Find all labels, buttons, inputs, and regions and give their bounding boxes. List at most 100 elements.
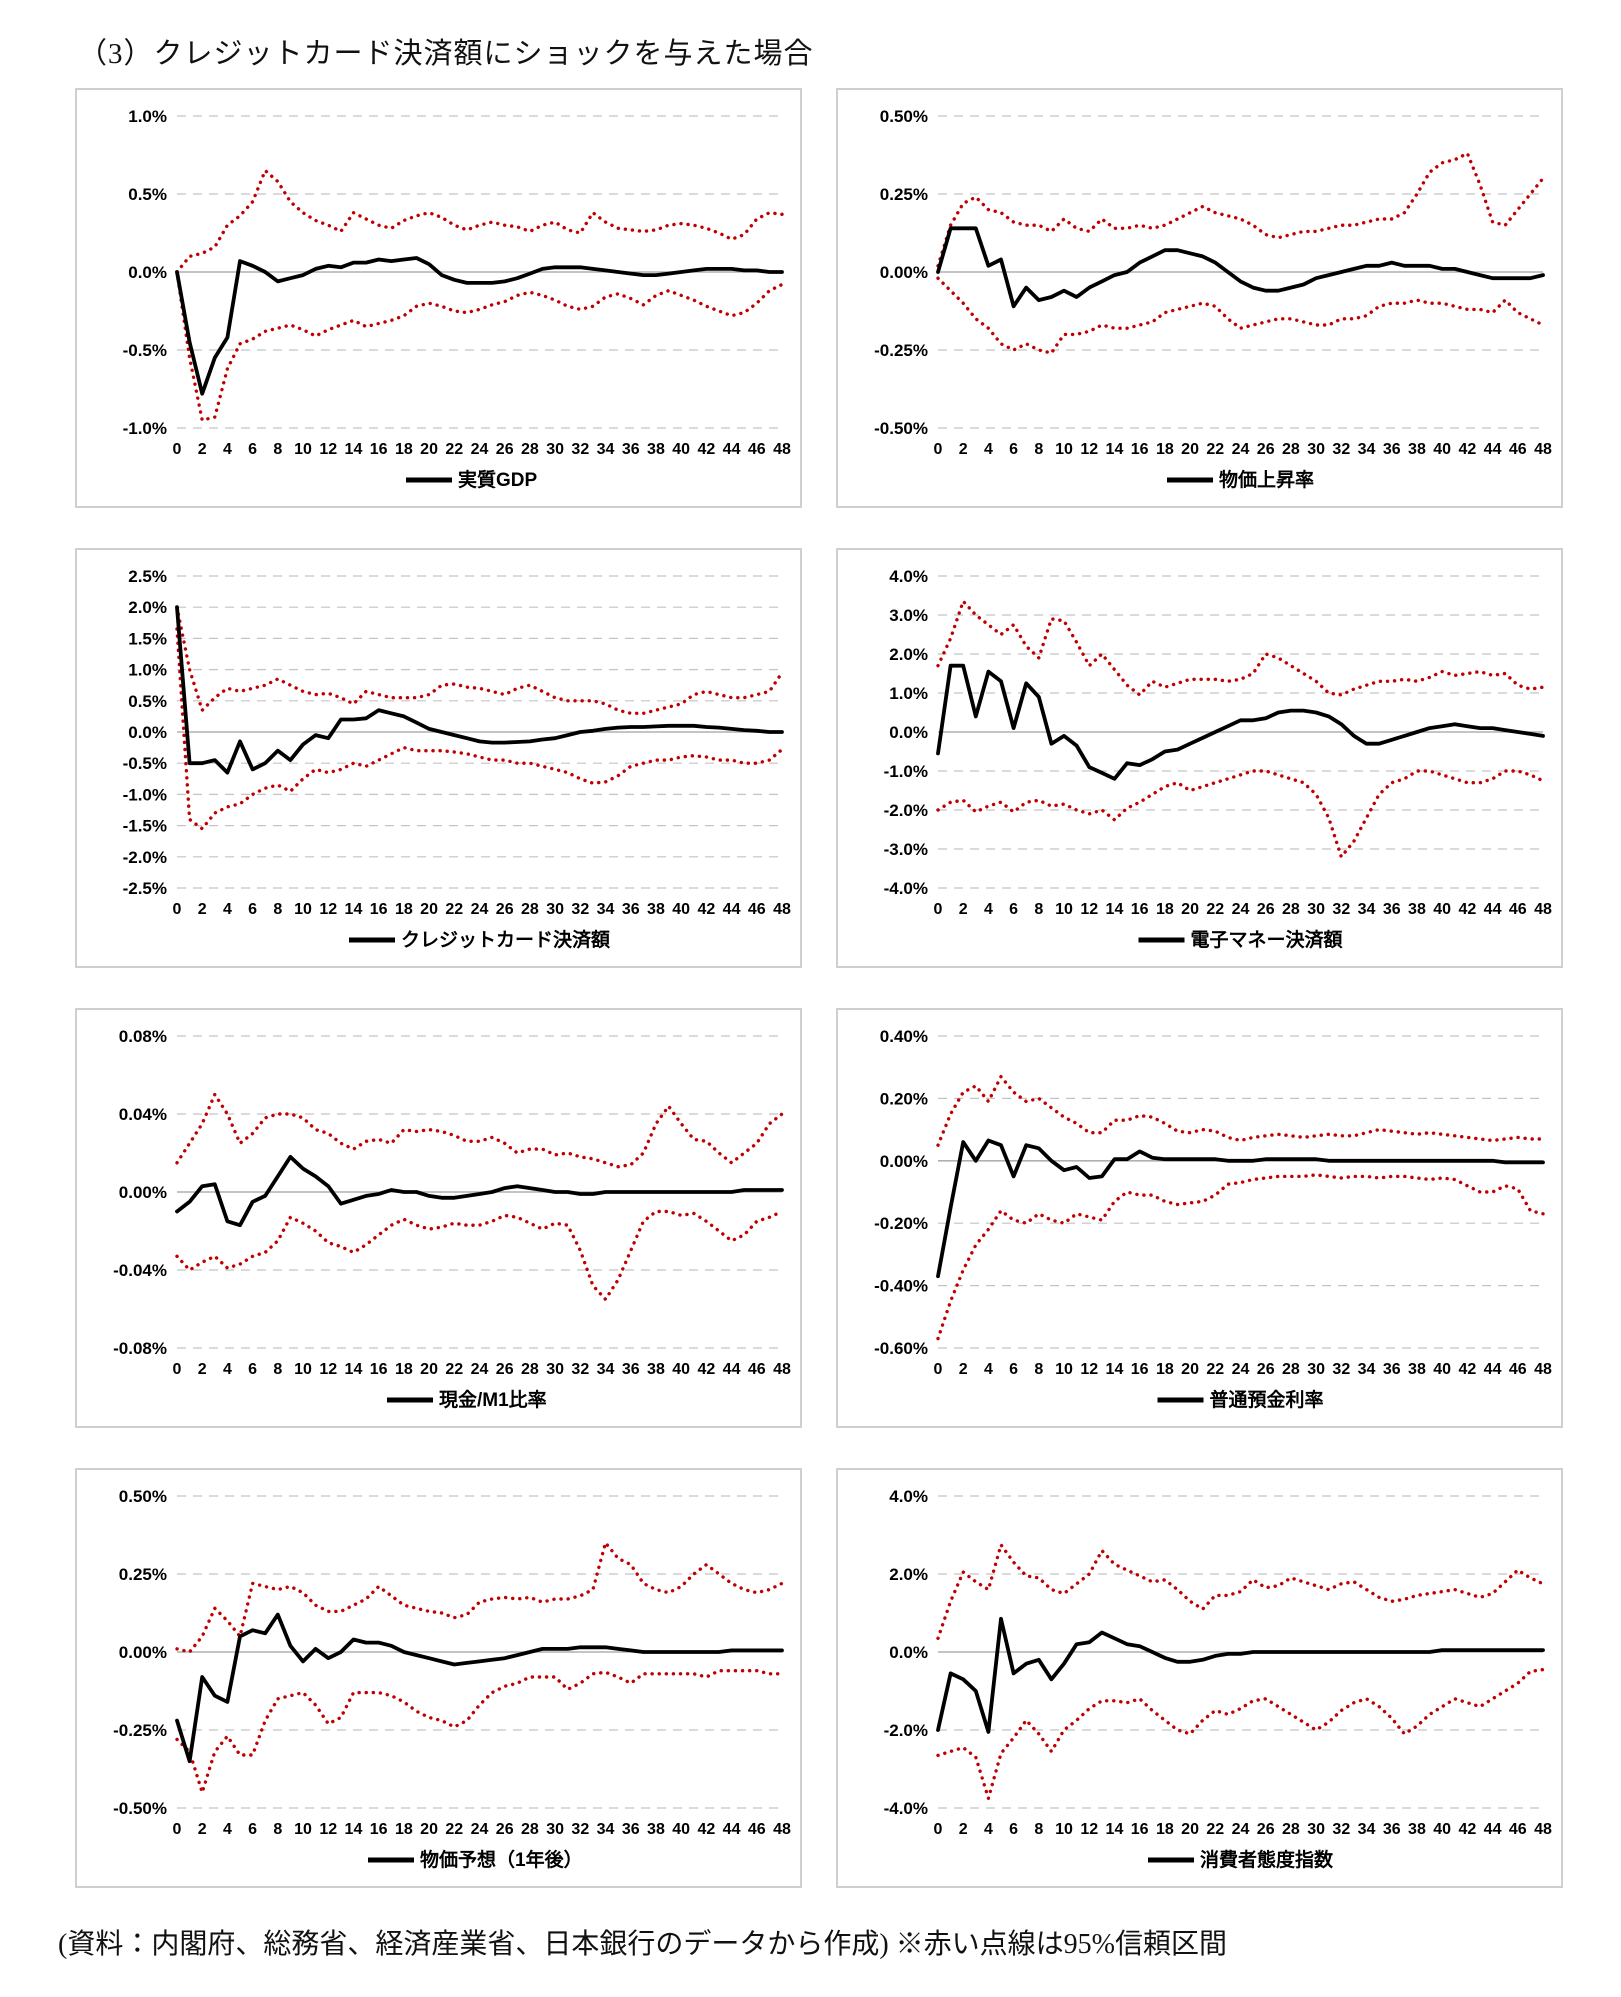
y-tick-label: 4.0%: [889, 567, 928, 586]
source-caption: (資料：内閣府、総務省、経済産業省、日本銀行のデータから作成) ※赤い点線は95…: [58, 1929, 1227, 1960]
x-tick-label: 28: [521, 1361, 539, 1378]
x-axis-labels: 0 2 4 6 8 10 12 14 16 18 20 22 24 26 28 30 32 34 36 38 40 42 4…: [173, 1361, 791, 1378]
x-tick-label: 22: [445, 901, 463, 918]
x-tick-label: 46: [1509, 1821, 1527, 1838]
x-tick-label: 34: [597, 901, 615, 918]
x-tick-label: 48: [1534, 1821, 1552, 1838]
x-tick-label: 0: [934, 1361, 943, 1378]
x-tick-label: 48: [1534, 901, 1552, 918]
x-tick-label: 42: [1458, 901, 1476, 918]
y-tick-label: 0.20%: [880, 1089, 928, 1108]
y-tick-label: -1.0%: [884, 762, 928, 781]
x-tick-label: 48: [773, 1821, 791, 1838]
x-tick-label: 48: [773, 901, 791, 918]
page-title: （3）クレジットカード決済額にショックを与えた場合: [78, 38, 814, 70]
y-tick-label: -4.0%: [884, 879, 928, 898]
x-tick-label: 26: [1257, 441, 1275, 458]
x-axis-labels: 0 2 4 6 8 10 12 14 16 18 20 22 24 26 28 30 32 34 36 38 40 42 4…: [173, 441, 791, 458]
legend-label: 現金/M1比率: [439, 1388, 547, 1411]
e-money-payments-plot: 4.0% 3.0% 2.0% 1.0% 0.0% -1.0% -2.0% -3.0% -4.0%…: [884, 567, 1552, 951]
upper-95ci-line: [175, 1092, 784, 1169]
x-tick-label: 12: [1080, 441, 1098, 458]
x-tick-label: 42: [697, 1821, 715, 1838]
x-tick-label: 10: [294, 441, 312, 458]
x-tick-label: 30: [546, 1821, 564, 1838]
y-axis-labels: 4.0% 3.0% 2.0% 1.0% 0.0% -1.0% -2.0% -3.0% -4.0%: [884, 567, 1543, 898]
x-tick-label: 44: [1484, 1361, 1502, 1378]
x-axis-labels: 0 2 4 6 8 10 12 14 16 18 20 22 24 26 28 30 32 34 36 38 40 42 4…: [173, 901, 791, 918]
x-tick-label: 10: [1055, 901, 1073, 918]
upper-95ci-line: [175, 1541, 784, 1654]
x-tick-label: 38: [1408, 1821, 1426, 1838]
x-tick-label: 0: [934, 1821, 943, 1838]
y-tick-label: -0.5%: [123, 754, 167, 773]
x-tick-label: 34: [1358, 1821, 1376, 1838]
x-tick-label: 32: [571, 1821, 589, 1838]
x-tick-label: 2: [198, 1361, 207, 1378]
y-tick-label: 3.0%: [889, 606, 928, 625]
x-tick-label: 26: [496, 1821, 514, 1838]
x-tick-label: 4: [984, 441, 993, 458]
y-tick-label: 4.0%: [889, 1487, 928, 1506]
x-tick-label: 12: [319, 901, 337, 918]
x-tick-label: 44: [723, 1361, 741, 1378]
x-tick-label: 16: [1131, 901, 1149, 918]
price-expectations-1y-plot: 0.50%0.25%0.00%-0.25%-0.50%0 2 4 6 8 10 12 14 16…: [113, 1487, 791, 1871]
y-tick-label: -0.60%: [874, 1339, 928, 1358]
x-tick-label: 44: [723, 441, 741, 458]
x-tick-label: 12: [1080, 1821, 1098, 1838]
x-tick-label: 34: [597, 1821, 615, 1838]
x-tick-label: 26: [1257, 901, 1275, 918]
x-tick-label: 36: [1383, 441, 1401, 458]
x-tick-label: 6: [248, 1821, 257, 1838]
x-tick-label: 32: [571, 441, 589, 458]
x-tick-label: 6: [248, 441, 257, 458]
x-tick-label: 42: [697, 441, 715, 458]
x-tick-label: 46: [1509, 1361, 1527, 1378]
x-tick-label: 46: [748, 1821, 766, 1838]
x-tick-label: 34: [1358, 1361, 1376, 1378]
legend-label: 電子マネー決済額: [1191, 928, 1344, 951]
x-tick-label: 30: [546, 1361, 564, 1378]
y-tick-label: 0.50%: [119, 1487, 167, 1506]
x-tick-label: 36: [1383, 901, 1401, 918]
lower-95ci-line: [175, 1669, 784, 1795]
x-tick-label: 20: [420, 901, 438, 918]
inflation-rate-plot: 0.50%0.25%0.00%-0.25%-0.50%0 2 4 6 8 10 12 14 16…: [874, 107, 1552, 491]
x-tick-label: 2: [959, 441, 968, 458]
y-tick-label: 1.0%: [889, 684, 928, 703]
x-tick-label: 8: [1034, 901, 1043, 918]
point-estimate-line: [936, 1138, 1545, 1279]
x-tick-label: 6: [248, 1361, 257, 1378]
x-axis-labels: 0 2 4 6 8 10 12 14 16 18 20 22 24 26 28 30 32 34 36 38 40 42 4…: [934, 1821, 1552, 1838]
x-tick-label: 44: [723, 901, 741, 918]
x-tick-label: 46: [748, 901, 766, 918]
x-tick-label: 22: [445, 1821, 463, 1838]
x-tick-label: 2: [198, 441, 207, 458]
x-tick-label: 38: [1408, 441, 1426, 458]
y-tick-label: 0.0%: [889, 1643, 928, 1662]
x-tick-label: 16: [370, 901, 388, 918]
x-tick-label: 30: [1307, 1821, 1325, 1838]
x-tick-label: 8: [273, 901, 282, 918]
cash-m1-ratio-plot: 0.08%0.04%0.00%-0.04%-0.08%0 2 4 6 8 10 12 14 16…: [113, 1027, 791, 1411]
y-tick-label: 1.0%: [128, 661, 167, 680]
x-tick-label: 24: [471, 1821, 489, 1838]
y-tick-label: -0.5%: [123, 341, 167, 360]
y-tick-label: -2.5%: [123, 879, 167, 898]
x-tick-label: 48: [773, 1361, 791, 1378]
x-axis-labels: 0 2 4 6 8 10 12 14 16 18 20 22 24 26 28 30 32 34 36 38 40 42 4…: [934, 1361, 1552, 1378]
x-tick-label: 2: [198, 1821, 207, 1838]
x-tick-label: 18: [1156, 901, 1174, 918]
x-tick-label: 40: [672, 1821, 690, 1838]
y-tick-label: 2.5%: [128, 567, 167, 586]
lower-95ci-line: [936, 276, 1545, 355]
real-gdp-plot: 1.0%0.5%0.0%-0.5%-1.0%0 2 4 6 8 10 12 14 16 18 20 2…: [123, 107, 791, 491]
x-tick-label: 32: [571, 901, 589, 918]
x-tick-label: 42: [1458, 1361, 1476, 1378]
x-tick-label: 18: [395, 441, 413, 458]
chart-real-gdp: 1.0% 0.5% 0.0% -0.5% -1.0% 0 2 4 6 8 10 12 14 16 18 20 2…: [75, 88, 802, 508]
x-tick-label: 44: [1484, 901, 1502, 918]
x-tick-label: 34: [597, 1361, 615, 1378]
x-tick-label: 26: [1257, 1821, 1275, 1838]
